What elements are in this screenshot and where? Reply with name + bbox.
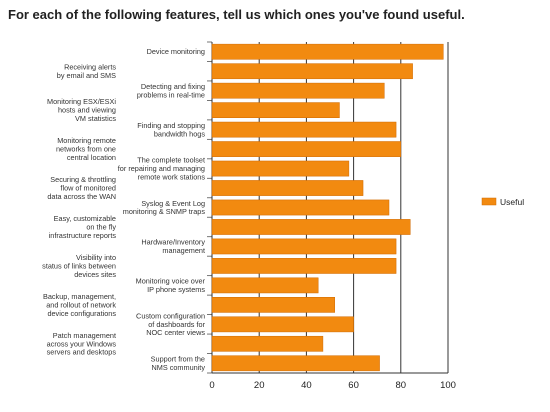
bar-9 <box>211 219 411 235</box>
category-label-inner-0: Device monitoring <box>147 47 205 56</box>
category-label-inner-8: Support from the NMS community <box>151 355 206 372</box>
category-label-inner-2: Finding and stopping bandwidth hogs <box>137 121 205 138</box>
x-tick-label-5: 100 <box>440 380 456 391</box>
category-label-inner-6: Monitoring voice over IP phone systems <box>136 277 206 294</box>
bar-2 <box>211 82 385 99</box>
bar-7 <box>211 180 364 196</box>
category-label-outer-7: Patch management across your Windows serve… <box>47 331 117 357</box>
bar-1 <box>211 63 413 80</box>
legend-swatch <box>481 197 497 206</box>
bar-15 <box>211 335 324 352</box>
x-tick-label-1: 20 <box>254 380 265 391</box>
bar-11 <box>211 258 397 274</box>
bar-3 <box>211 102 340 118</box>
legend-label: Useful <box>500 197 524 207</box>
chart-title: For each of the following features, tell… <box>8 7 465 22</box>
x-tick-label-0: 0 <box>209 380 214 391</box>
category-label-outer-6: Backup, management, and rollout of networ… <box>43 292 116 318</box>
x-tick-label-4: 80 <box>396 380 407 391</box>
category-label-inner-4: Syslog & Event Log monitoring & SNMP trap… <box>123 199 206 216</box>
category-label-inner-5: Hardware/Inventory management <box>141 238 205 255</box>
category-label-outer-3: Securing & throttling flow of monitored da… <box>47 175 116 201</box>
bar-13 <box>211 297 335 313</box>
bar-0 <box>211 43 444 60</box>
bar-5 <box>211 141 402 157</box>
category-label-outer-4: Easy, customizable on the fly infrastructu… <box>49 214 117 240</box>
bar-6 <box>211 160 350 177</box>
category-label-outer-0: Receiving alerts by email and SMS <box>57 63 117 80</box>
bar-10 <box>211 238 397 255</box>
bar-8 <box>211 199 390 216</box>
category-label-inner-3: The complete toolset for repairing and ma… <box>118 156 206 182</box>
x-tick-label-3: 60 <box>348 380 359 391</box>
bar-4 <box>211 121 397 138</box>
category-label-outer-5: Visibility into status of links between de… <box>42 253 116 279</box>
x-tick-label-2: 40 <box>301 380 312 391</box>
category-label-inner-7: Custom configuration of dashboards for NOC… <box>136 311 206 337</box>
bar-16 <box>211 355 380 372</box>
bar-14 <box>211 316 354 333</box>
category-label-outer-1: Monitoring ESX/ESXi hosts and viewing VM s… <box>47 97 116 123</box>
category-label-outer-2: Monitoring remote networks from one centra… <box>56 136 116 162</box>
bar-12 <box>211 277 319 294</box>
category-label-inner-1: Detecting and fixing problems in real-tim… <box>137 82 205 99</box>
